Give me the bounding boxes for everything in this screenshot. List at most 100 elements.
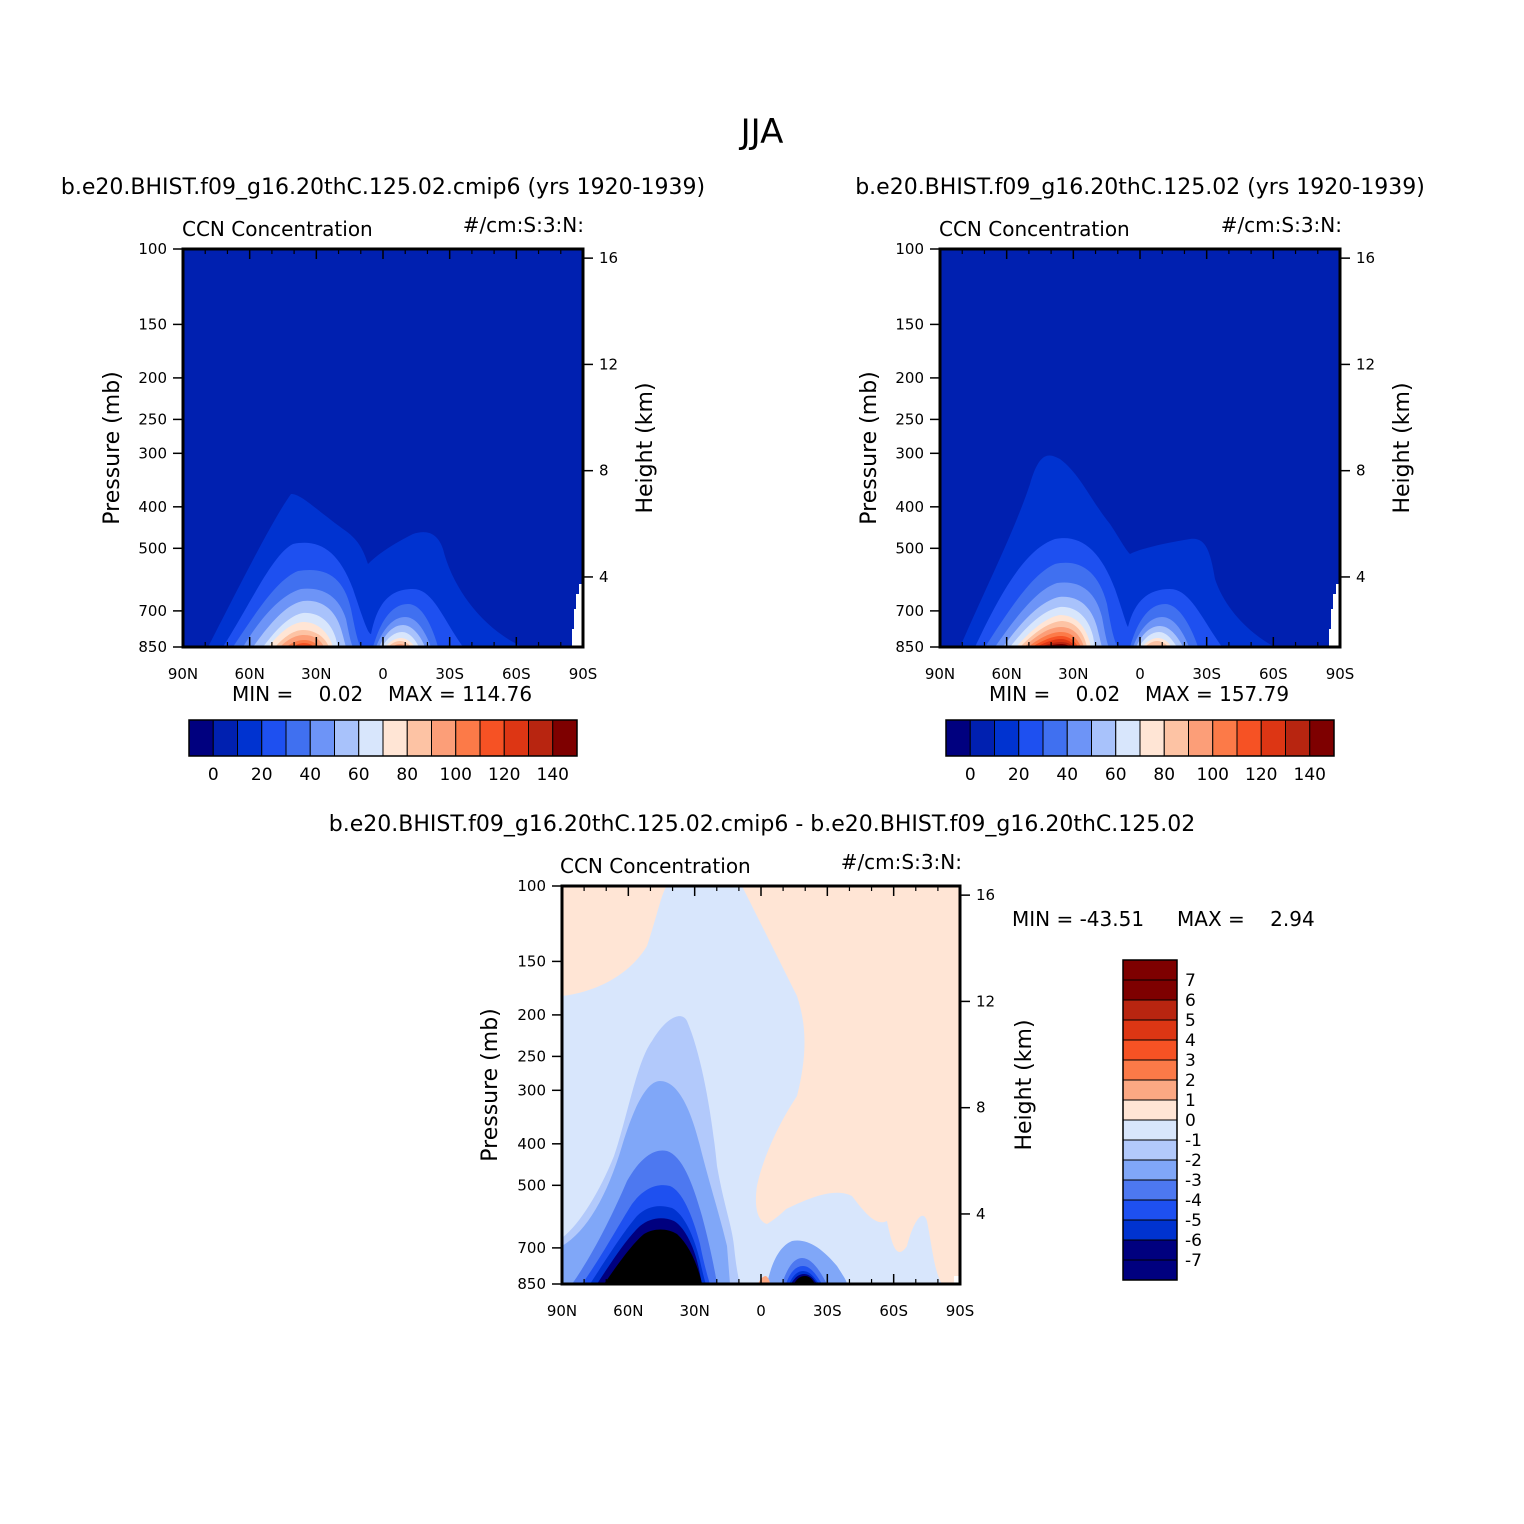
colorbar-box [1066, 719, 1092, 757]
colorbar-box [552, 719, 578, 757]
colorbar-box [358, 719, 384, 757]
panel-3: b.e20.BHIST.f09_g16.20thC.125.02.cmip6 -… [329, 812, 1315, 1320]
colorbar-box [406, 719, 432, 757]
colorbar-box [1122, 999, 1178, 1021]
colorbar-box [1122, 1059, 1178, 1081]
colorbar-label: 120 [488, 765, 520, 785]
colorbar-box [1091, 719, 1117, 757]
colorbar-label: -3 [1185, 1171, 1202, 1191]
x-tick-label: 0 [756, 1302, 766, 1320]
y-right-tick-label: 16 [976, 886, 995, 904]
colorbar-label: -2 [1185, 1151, 1202, 1171]
y-tick-label: 250 [138, 410, 167, 428]
y-right-tick-label: 4 [976, 1205, 986, 1223]
y-right-tick-label: 4 [599, 568, 609, 586]
colorbar-box [1122, 1159, 1178, 1181]
x-tick-label: 60S [879, 1302, 908, 1320]
panel-2-right-label: #/cm:S:3:N: [1221, 213, 1342, 237]
colorbar-box [1122, 1079, 1178, 1101]
missing-data [1329, 584, 1340, 647]
colorbar-frame [945, 719, 1335, 757]
panel-3-ylabel-right: Height (km) [1012, 1019, 1037, 1150]
missing-data [572, 584, 583, 647]
panel-1: b.e20.BHIST.f09_g16.20thC.125.02.cmip6 (… [61, 175, 705, 785]
y-tick-label: 700 [517, 1239, 546, 1257]
colorbar-box [994, 719, 1020, 757]
level-contour [604, 1229, 815, 1284]
panel-3-left-label: CCN Concentration [560, 854, 751, 878]
y-right-tick-label: 12 [599, 355, 618, 373]
y-right-tick-label: 8 [599, 462, 609, 480]
colorbar-box [1122, 1199, 1178, 1221]
colorbar-label: 0 [965, 765, 976, 785]
colorbar-label: 120 [1245, 765, 1277, 785]
colorbar-label: 80 [396, 765, 418, 785]
y-tick-label: 150 [138, 315, 167, 333]
colorbar-label: 0 [1185, 1111, 1196, 1131]
y-right-tick-label: 16 [599, 249, 618, 267]
colorbar-label: 4 [1185, 1031, 1196, 1051]
panel-1-colorbar: 0 20 40 60 80 100 120 140 [188, 719, 578, 785]
y-tick-label: 700 [138, 602, 167, 620]
colorbar-label: 1 [1185, 1091, 1196, 1111]
level-contour [755, 1157, 804, 1224]
colorbar-label: 40 [1056, 765, 1078, 785]
panel-2-ticks: 90N 60N 30N 0 30S 60S 90S 100 150 200 250 300 400 500… [895, 240, 1375, 683]
x-tick-label: 90S [569, 665, 598, 683]
colorbar-box [1309, 719, 1335, 757]
colorbar-box [1122, 1139, 1178, 1161]
colorbar-label: 2 [1185, 1071, 1196, 1091]
colorbar-box [212, 719, 238, 757]
colorbar-box [1122, 1259, 1178, 1281]
colorbar-box [1122, 1179, 1178, 1201]
panel-2-max-text: MAX = 157.79 [1145, 682, 1289, 706]
x-tick-label: 30S [435, 665, 464, 683]
panel-1-plot [183, 249, 583, 647]
y-tick-label: 100 [895, 240, 924, 258]
x-tick-label: 60N [992, 665, 1022, 683]
panel-2-min-text: MIN = 0.02 [989, 682, 1120, 706]
colorbar-label: 60 [348, 765, 370, 785]
y-tick-label: 100 [138, 240, 167, 258]
colorbar-box [431, 719, 457, 757]
figure-title: JJA [739, 112, 784, 152]
colorbar-box [1122, 1239, 1178, 1261]
y-tick-label: 300 [517, 1081, 546, 1099]
colorbar-box [1042, 719, 1068, 757]
panel-1-right-label: #/cm:S:3:N: [463, 213, 584, 237]
colorbar-box [334, 719, 360, 757]
x-tick-label: 30N [1058, 665, 1088, 683]
colorbar-label: 3 [1185, 1051, 1196, 1071]
panel-3-max-text: MAX = 2.94 [1177, 907, 1315, 931]
colorbar-box [528, 719, 554, 757]
colorbar-label: -1 [1185, 1131, 1202, 1151]
x-tick-label: 30S [813, 1302, 842, 1320]
y-tick-label: 700 [895, 602, 924, 620]
colorbar-box [1122, 959, 1178, 981]
y-tick-label: 850 [517, 1275, 546, 1293]
y-tick-label: 400 [517, 1135, 546, 1153]
panel-3-ticks: 90N 60N 30N 0 30S 60S 90S 100 150 200 250 300 400 500… [517, 877, 995, 1320]
colorbar-box [261, 719, 287, 757]
y-tick-label: 200 [895, 369, 924, 387]
y-tick-label: 150 [895, 315, 924, 333]
x-tick-label: 90N [547, 1302, 577, 1320]
colorbar-label: 0 [208, 765, 219, 785]
colorbar-box [455, 719, 481, 757]
colorbar-box [1115, 719, 1141, 757]
colorbar-box [1018, 719, 1044, 757]
colorbar-box [1236, 719, 1262, 757]
colorbar-box [237, 719, 263, 757]
x-tick-label: 90S [946, 1302, 975, 1320]
colorbar-box [479, 719, 505, 757]
colorbar-box [503, 719, 529, 757]
colorbar-box [1163, 719, 1189, 757]
colorbar-label: 20 [1008, 765, 1030, 785]
panel-2-plot [940, 249, 1340, 647]
y-tick-label: 300 [138, 444, 167, 462]
y-tick-label: 300 [895, 444, 924, 462]
x-tick-label: 90N [925, 665, 955, 683]
colorbar-box [945, 719, 971, 757]
colorbar-box [285, 719, 311, 757]
